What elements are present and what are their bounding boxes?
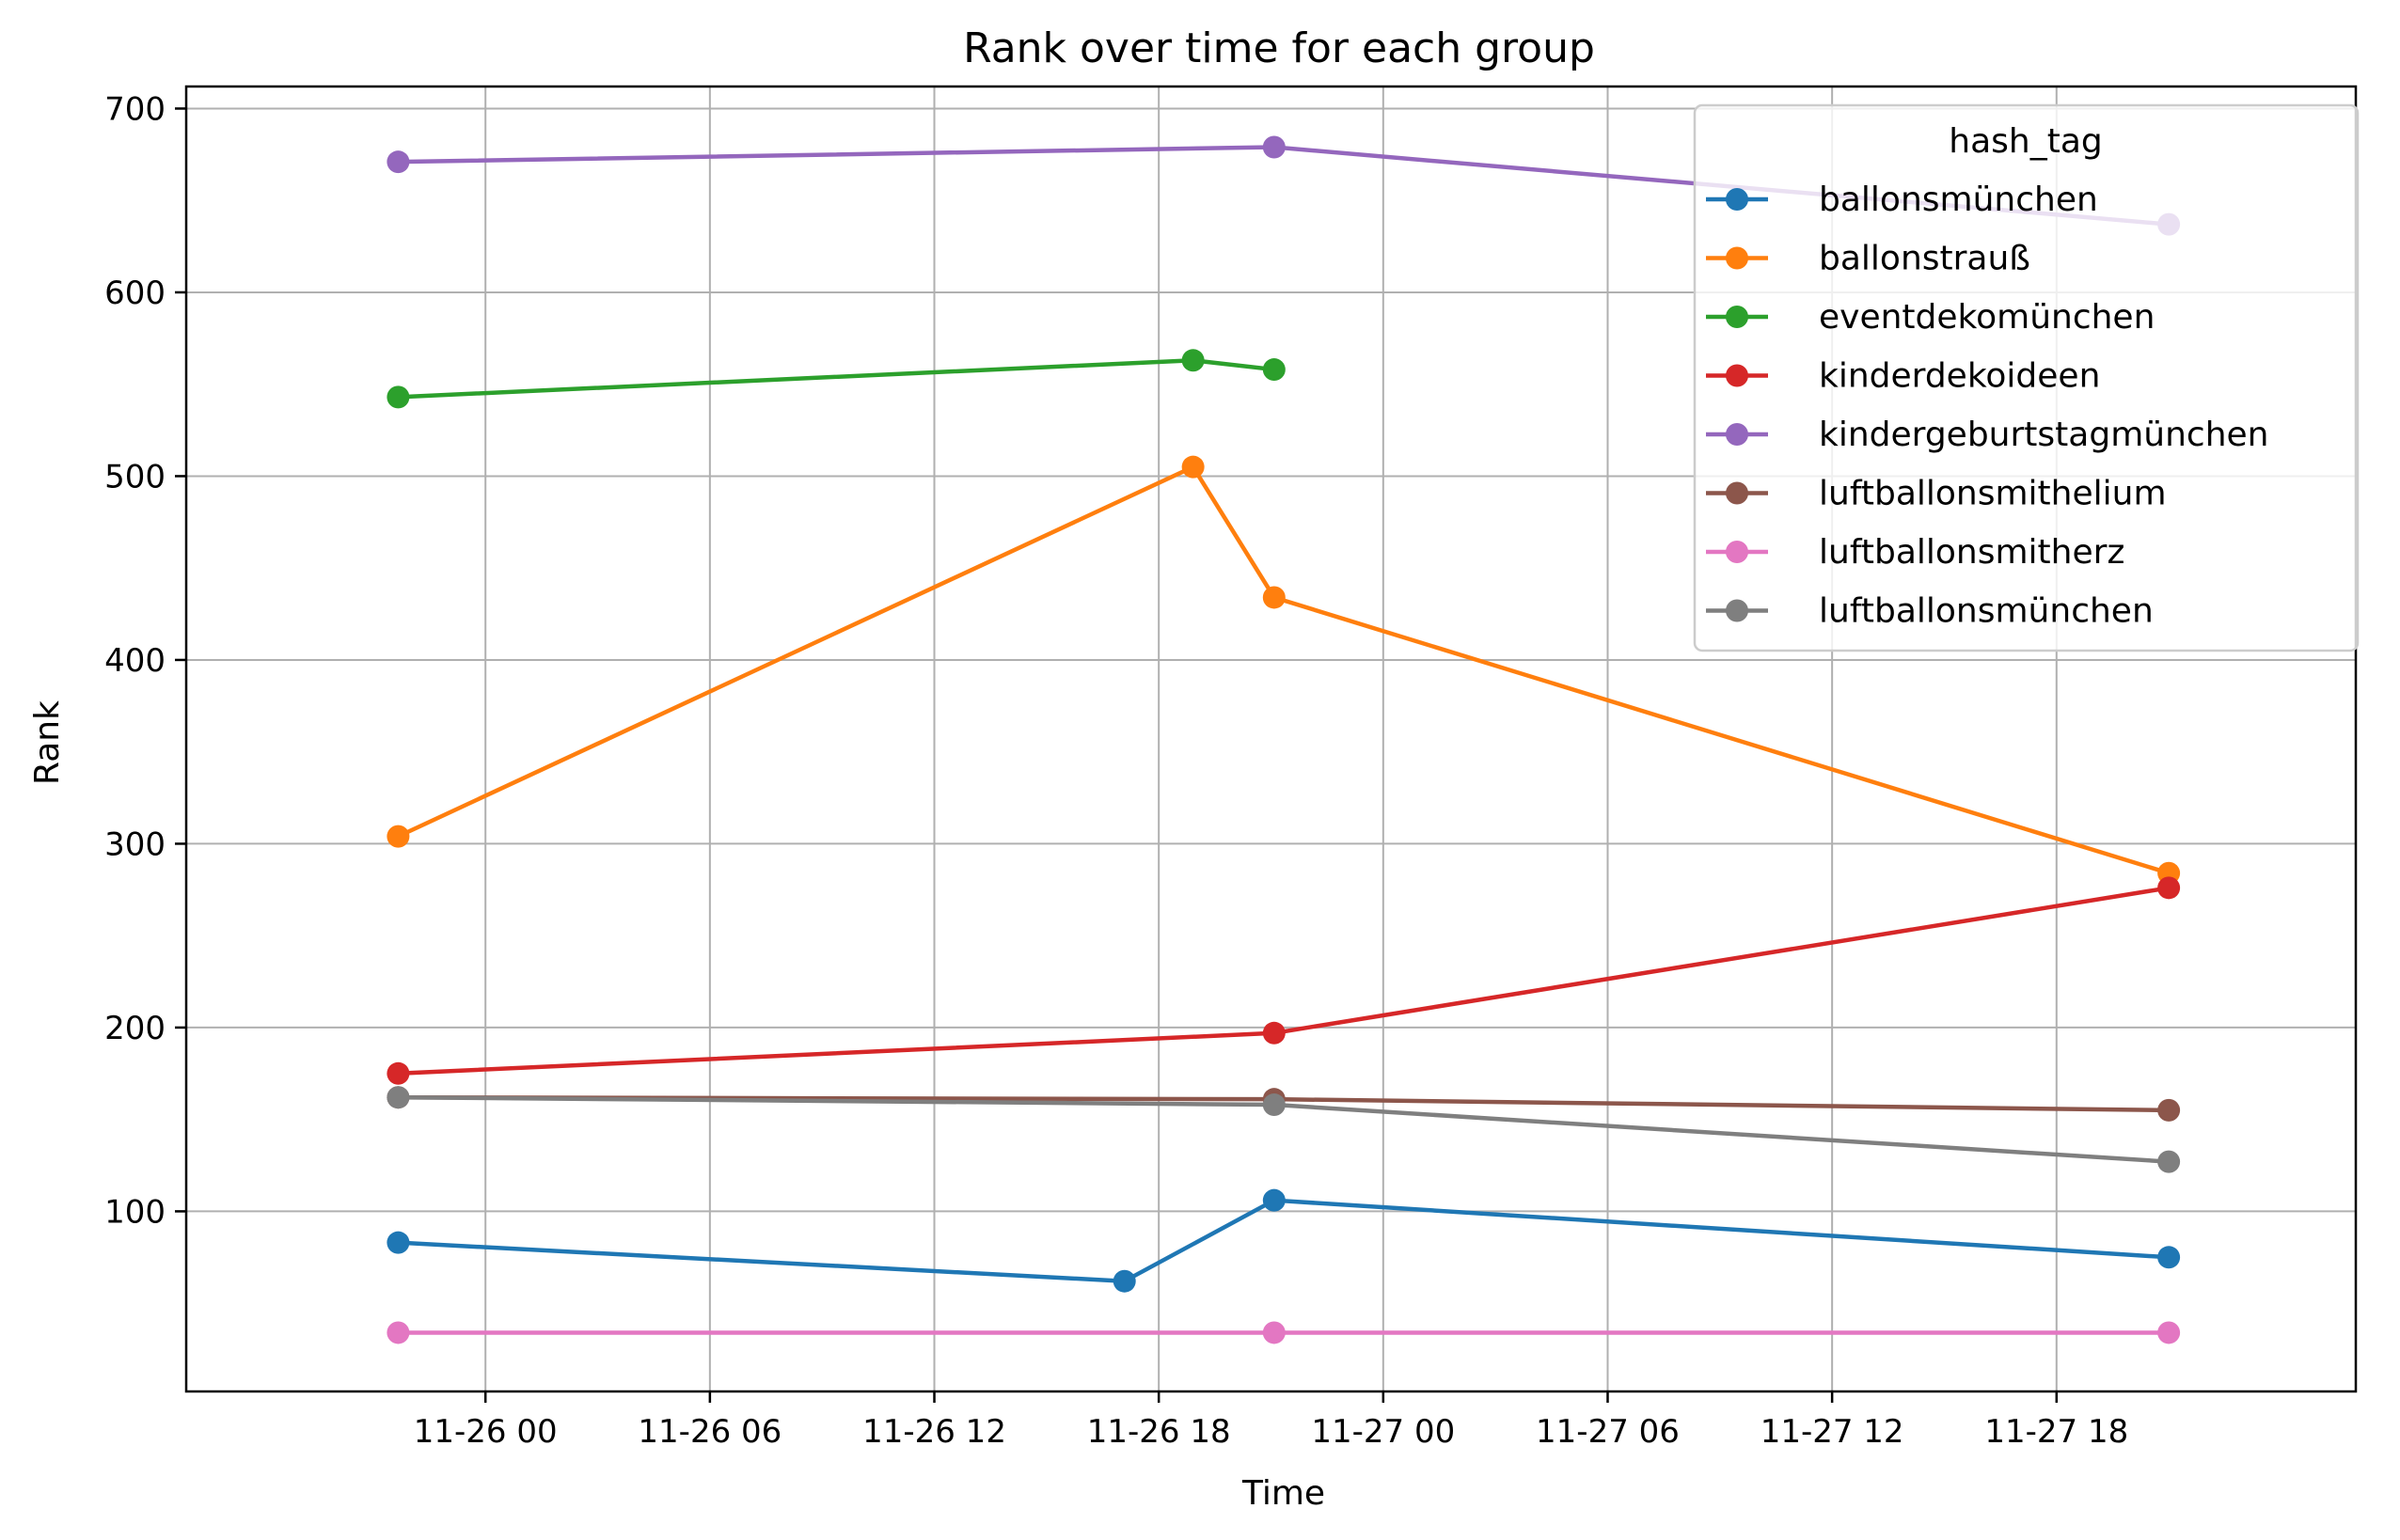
x-tick-label-6: 11-27 12 xyxy=(1761,1413,1904,1451)
series-6 xyxy=(387,1321,2181,1344)
y-axis-label: Rank xyxy=(28,700,67,785)
data-point-4-0 xyxy=(387,150,410,174)
legend-swatch-marker-4 xyxy=(1726,423,1748,446)
legend-swatch-marker-7 xyxy=(1726,599,1748,622)
axes-layer xyxy=(184,85,2358,1393)
x-axis-ticks: 11-26 00 11-26 06 11-26 12 11-26 18 11-27 00… xyxy=(414,1391,2128,1451)
y-axis-ticks: 100 200 300 400 500 600 700 xyxy=(104,90,186,1231)
legend-item-0: ballonsmünchen xyxy=(1706,181,2098,219)
x-tick-label-3: 11-26 18 xyxy=(1087,1413,1231,1451)
legend-item-4: kindergeburtstagmünchen xyxy=(1706,416,2268,454)
legend-item-1: ballonstrauß xyxy=(1706,240,2030,278)
y-tick-label-4: 500 xyxy=(104,458,166,495)
x-tick-label-1: 11-26 06 xyxy=(638,1413,782,1451)
legend-item-2: eventdekomünchen xyxy=(1706,298,2155,337)
legend-label-1: ballonstrauß xyxy=(1819,240,2030,278)
series-0 xyxy=(387,1188,2181,1293)
legend-box xyxy=(1693,103,2360,652)
series-line-1 xyxy=(397,464,2170,875)
data-point-2-2 xyxy=(1262,358,1286,382)
y-tick-label-5: 600 xyxy=(104,275,166,312)
x-tick-label-4: 11-27 00 xyxy=(1311,1413,1455,1451)
plot-frame xyxy=(184,85,2358,1393)
data-point-7-0 xyxy=(387,1086,410,1109)
data-point-1-2 xyxy=(1262,586,1286,609)
legend-swatch-marker-6 xyxy=(1726,541,1748,563)
data-point-0-1 xyxy=(1113,1269,1136,1293)
data-point-5-2 xyxy=(2157,1098,2181,1122)
y-tick-label-2: 300 xyxy=(104,825,166,863)
data-point-6-2 xyxy=(2157,1321,2181,1344)
data-point-1-1 xyxy=(1181,455,1205,479)
legend-swatch-marker-3 xyxy=(1726,364,1748,387)
legend-item-5: luftballonsmithelium xyxy=(1706,475,2167,513)
x-tick-label-7: 11-27 18 xyxy=(1984,1413,2128,1451)
data-point-3-2 xyxy=(2157,876,2181,900)
series-2 xyxy=(387,349,1286,409)
data-point-6-0 xyxy=(387,1321,410,1344)
y-tick-label-0: 100 xyxy=(104,1193,166,1231)
data-point-3-1 xyxy=(1262,1021,1286,1045)
data-point-2-1 xyxy=(1181,349,1205,372)
data-point-7-1 xyxy=(1262,1093,1286,1117)
legend-label-5: luftballonsmithelium xyxy=(1819,475,2167,513)
data-point-1-0 xyxy=(387,825,410,848)
legend-title: hash_tag xyxy=(1949,122,2102,161)
legend-label-0: ballonsmünchen xyxy=(1819,181,2098,219)
legend-label-6: luftballonsmitherz xyxy=(1819,533,2124,572)
legend-swatch-marker-1 xyxy=(1726,246,1748,270)
x-tick-label-2: 11-26 12 xyxy=(862,1413,1006,1451)
data-point-0-0 xyxy=(387,1231,410,1254)
y-tick-label-3: 400 xyxy=(104,642,166,680)
y-tick-label-6: 700 xyxy=(104,90,166,128)
series-line-2 xyxy=(398,358,1275,400)
x-tick-label-5: 11-27 06 xyxy=(1536,1413,1680,1451)
data-point-2-0 xyxy=(387,385,410,409)
legend-item-3: kinderdekoideen xyxy=(1706,357,2100,396)
series-line-3 xyxy=(398,886,2170,1076)
data-point-4-1 xyxy=(1262,135,1286,159)
legend-swatch-marker-0 xyxy=(1726,188,1748,211)
legend-swatch-marker-2 xyxy=(1726,306,1748,328)
legend-item-6: luftballonsmitherz xyxy=(1706,533,2124,572)
series-3 xyxy=(387,876,2181,1085)
legend: hash_tag ballonsmünchen ballonstrauß event… xyxy=(1693,103,2360,652)
series-line-0 xyxy=(398,1198,2170,1283)
data-point-6-1 xyxy=(1262,1321,1286,1344)
y-tick-label-1: 200 xyxy=(104,1010,166,1047)
data-point-3-0 xyxy=(387,1061,410,1085)
series-7 xyxy=(387,1086,2181,1173)
legend-label-2: eventdekomünchen xyxy=(1819,298,2155,337)
series-layer xyxy=(387,135,2181,1344)
x-tick-label-0: 11-26 00 xyxy=(414,1413,558,1451)
legend-label-7: luftballonsmünchen xyxy=(1819,592,2154,631)
legend-label-3: kinderdekoideen xyxy=(1819,357,2100,396)
x-axis-label: Time xyxy=(1241,1474,1325,1513)
legend-swatch-marker-5 xyxy=(1726,481,1748,505)
data-point-0-2 xyxy=(1262,1188,1286,1212)
legend-item-7: luftballonsmünchen xyxy=(1706,592,2154,631)
legend-label-4: kindergeburtstagmünchen xyxy=(1819,416,2268,454)
data-point-0-3 xyxy=(2157,1246,2181,1269)
chart-title: Rank over time for each group xyxy=(963,24,1595,72)
data-point-7-2 xyxy=(2157,1150,2181,1173)
